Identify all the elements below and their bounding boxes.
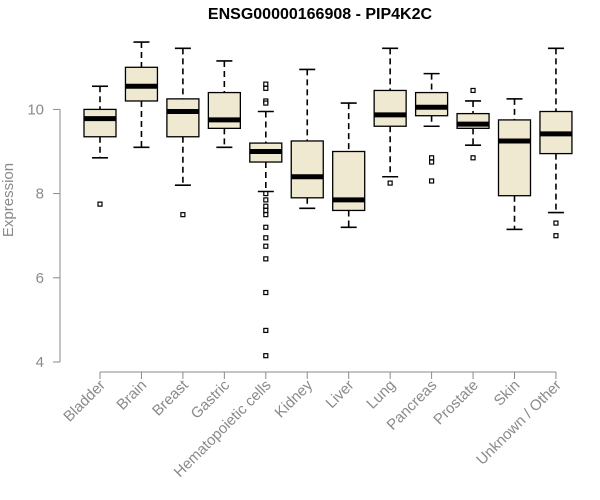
outlier-point bbox=[97, 201, 103, 207]
box-brain bbox=[124, 41, 159, 149]
x-tick-label: Liver bbox=[323, 377, 358, 412]
box-gastric bbox=[207, 60, 242, 149]
outlier-point bbox=[263, 203, 269, 209]
outlier-point bbox=[263, 327, 269, 334]
y-tick-label: 4 bbox=[36, 354, 44, 371]
box-liver bbox=[332, 102, 366, 229]
y-tick-label: 8 bbox=[36, 186, 44, 203]
x-tick-label: Brain bbox=[113, 377, 150, 414]
x-tick-label: Kidney bbox=[272, 376, 317, 421]
box-hematopoietic-cells bbox=[249, 81, 283, 359]
iqr-box bbox=[166, 98, 200, 138]
outlier-point bbox=[429, 159, 435, 165]
box-pancreas bbox=[414, 72, 449, 184]
y-tick-label: 10 bbox=[27, 101, 44, 118]
box-kidney bbox=[290, 68, 324, 210]
outlier-point bbox=[263, 85, 269, 91]
x-tick-label: Skin bbox=[491, 377, 524, 410]
outlier-point bbox=[263, 289, 269, 296]
outlier-point bbox=[429, 178, 435, 184]
outlier-point bbox=[263, 256, 269, 262]
y-tick-label: 6 bbox=[36, 270, 44, 287]
outlier-point bbox=[553, 220, 559, 226]
box-unknown-other bbox=[539, 47, 573, 239]
x-tick-label: Breast bbox=[149, 376, 192, 419]
box-lung bbox=[373, 47, 407, 186]
iqr-box bbox=[290, 140, 324, 199]
x-tick-label: Bladder bbox=[60, 377, 109, 426]
chart-title: ENSG00000166908 - PIP4K2C bbox=[207, 6, 433, 23]
outlier-point bbox=[553, 233, 559, 239]
outlier-point bbox=[263, 191, 269, 197]
iqr-box bbox=[373, 89, 407, 127]
outlier-point bbox=[263, 212, 269, 218]
outlier-point bbox=[429, 155, 435, 161]
outlier-point bbox=[263, 100, 269, 106]
outlier-point bbox=[263, 197, 269, 203]
y-axis-title: Expression bbox=[0, 163, 17, 237]
box-series bbox=[83, 41, 573, 359]
box-breast bbox=[166, 47, 200, 218]
x-tick-label: Prostate bbox=[430, 377, 482, 429]
outlier-point bbox=[263, 235, 269, 241]
x-tick-label: Lung bbox=[363, 377, 399, 413]
iqr-box bbox=[414, 91, 449, 117]
box-prostate bbox=[456, 87, 490, 161]
y-axis: 4 6 8 10 bbox=[27, 101, 557, 379]
outlier-point bbox=[263, 243, 269, 249]
outlier-point bbox=[263, 81, 269, 87]
outlier-point bbox=[470, 155, 476, 161]
outlier-point bbox=[263, 224, 269, 230]
box-bladder bbox=[83, 85, 117, 207]
outlier-point bbox=[387, 180, 393, 186]
outlier-point bbox=[263, 207, 269, 214]
iqr-box bbox=[207, 91, 242, 129]
iqr-box bbox=[497, 119, 532, 197]
outlier-point bbox=[263, 353, 269, 359]
box-skin bbox=[497, 98, 532, 231]
outlier-point bbox=[180, 212, 186, 218]
outlier-point bbox=[470, 87, 476, 94]
iqr-box bbox=[83, 108, 117, 138]
